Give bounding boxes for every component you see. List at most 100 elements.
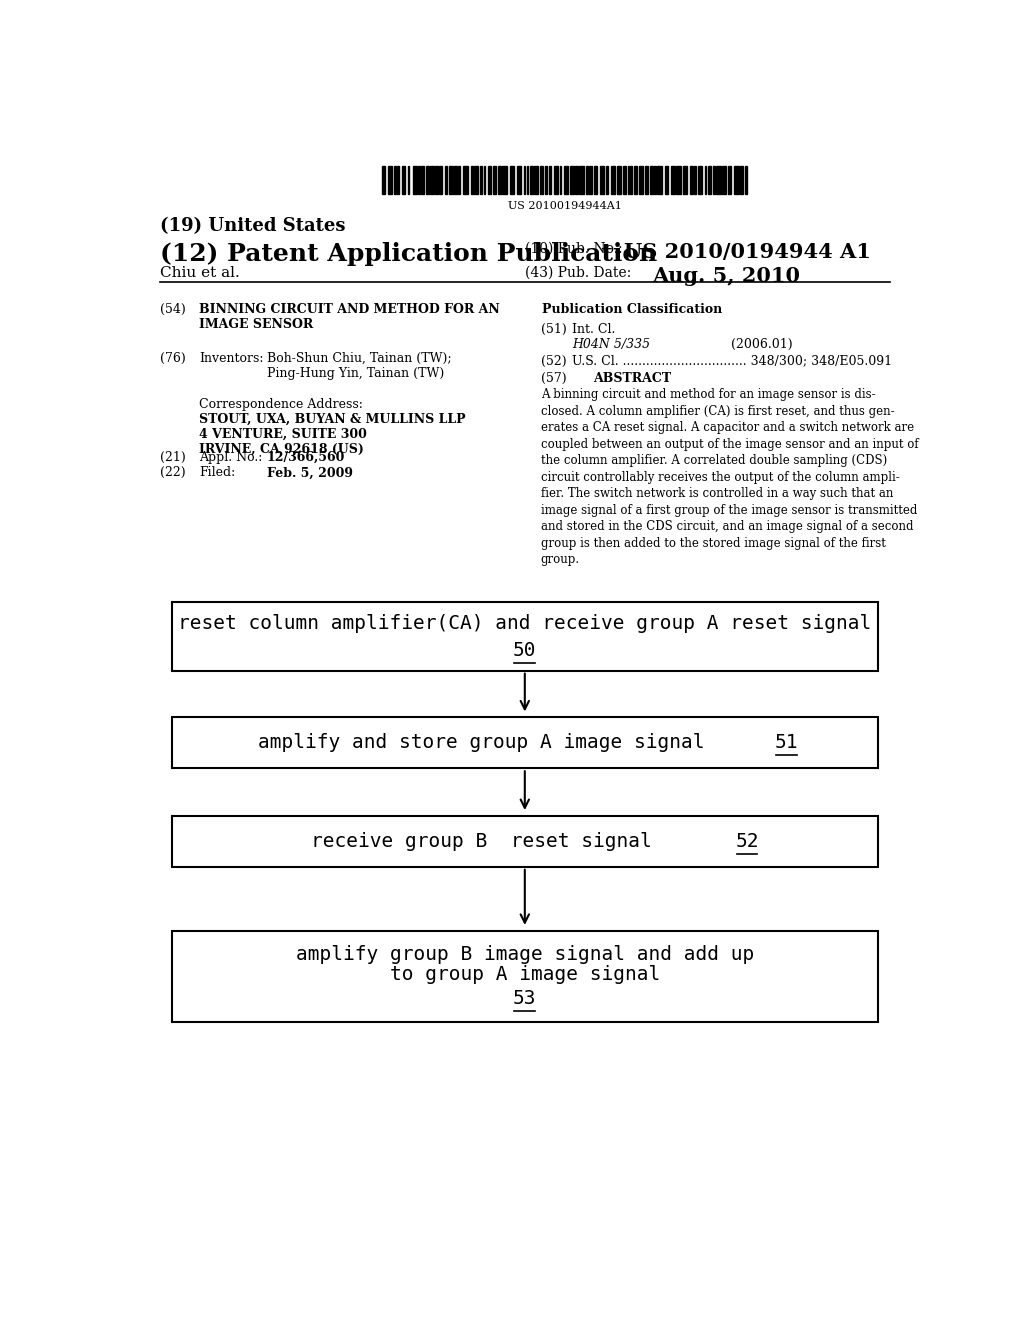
Text: amplify and store group A image signal: amplify and store group A image signal — [258, 734, 728, 752]
Bar — [418, 165, 420, 194]
Bar — [479, 165, 481, 194]
Bar — [564, 165, 568, 194]
Text: US 20100194944A1: US 20100194944A1 — [508, 201, 622, 211]
Text: STOUT, UXA, BUYAN & MULLINS LLP
4 VENTURE, SUITE 300
IRVINE, CA 92618 (US): STOUT, UXA, BUYAN & MULLINS LLP 4 VENTUR… — [200, 412, 466, 455]
Text: US 2010/0194944 A1: US 2010/0194944 A1 — [624, 242, 870, 261]
Text: (51): (51) — [541, 323, 566, 337]
Bar — [586, 165, 589, 194]
Bar — [550, 165, 551, 194]
Bar — [697, 165, 701, 194]
Bar — [540, 165, 543, 194]
Bar — [600, 165, 604, 194]
Bar — [413, 165, 417, 194]
Text: (57): (57) — [541, 372, 566, 385]
Bar — [616, 165, 621, 194]
Bar — [580, 165, 584, 194]
Text: (21): (21) — [160, 451, 185, 465]
Bar — [606, 165, 608, 194]
Text: BINNING CIRCUIT AND METHOD FOR AN
IMAGE SENSOR: BINNING CIRCUIT AND METHOD FOR AN IMAGE … — [200, 302, 500, 331]
Bar — [445, 165, 447, 194]
Bar — [408, 165, 410, 194]
Text: Inventors:: Inventors: — [200, 351, 264, 364]
Bar — [172, 602, 878, 671]
Bar — [594, 165, 597, 194]
Bar — [450, 165, 453, 194]
Bar — [172, 718, 878, 768]
Bar — [172, 816, 878, 867]
Text: 12/366,560: 12/366,560 — [267, 451, 345, 465]
Bar — [454, 165, 457, 194]
Bar — [722, 165, 726, 194]
Text: (52): (52) — [541, 355, 566, 367]
Bar — [483, 165, 485, 194]
Bar — [463, 165, 468, 194]
Bar — [639, 165, 643, 194]
Bar — [394, 165, 396, 194]
Bar — [705, 165, 707, 194]
Bar — [498, 165, 501, 194]
Text: reset column amplifier(CA) and receive group A reset signal: reset column amplifier(CA) and receive g… — [178, 614, 871, 634]
Bar — [471, 165, 473, 194]
Bar — [645, 165, 648, 194]
Bar — [560, 165, 561, 194]
Bar — [744, 165, 748, 194]
Bar — [575, 165, 579, 194]
Bar — [401, 165, 406, 194]
Text: U.S. Cl. ................................ 348/300; 348/E05.091: U.S. Cl. ...............................… — [572, 355, 893, 367]
Text: (19) United States: (19) United States — [160, 218, 345, 235]
Bar — [530, 165, 532, 194]
Bar — [610, 165, 614, 194]
Text: 50: 50 — [513, 640, 537, 660]
Bar — [430, 165, 434, 194]
Text: Aug. 5, 2010: Aug. 5, 2010 — [652, 267, 800, 286]
Text: (43) Pub. Date:: (43) Pub. Date: — [524, 267, 631, 280]
Text: Chiu et al.: Chiu et al. — [160, 267, 240, 280]
Text: Int. Cl.: Int. Cl. — [572, 323, 615, 337]
Bar — [474, 165, 478, 194]
Text: Appl. No.:: Appl. No.: — [200, 451, 263, 465]
Text: Boh-Shun Chiu, Tainan (TW);
Ping-Hung Yin, Tainan (TW): Boh-Shun Chiu, Tainan (TW); Ping-Hung Yi… — [267, 351, 452, 380]
Bar — [494, 165, 496, 194]
Bar — [657, 165, 662, 194]
Bar — [665, 165, 669, 194]
Bar — [535, 165, 539, 194]
Bar — [693, 165, 696, 194]
Bar — [650, 165, 652, 194]
Bar — [734, 165, 738, 194]
Bar — [709, 165, 712, 194]
Text: 52: 52 — [735, 832, 759, 851]
Bar — [510, 165, 514, 194]
Bar — [435, 165, 437, 194]
Text: A binning circuit and method for an image sensor is dis-
closed. A column amplif: A binning circuit and method for an imag… — [541, 388, 919, 566]
Text: amplify group B image signal and add up: amplify group B image signal and add up — [296, 945, 754, 964]
Text: Correspondence Address:: Correspondence Address: — [200, 399, 364, 412]
Text: Filed:: Filed: — [200, 466, 236, 479]
Text: 51: 51 — [775, 734, 799, 752]
Bar — [683, 165, 687, 194]
Bar — [526, 165, 528, 194]
Bar — [690, 165, 692, 194]
Bar — [631, 165, 632, 194]
Bar — [397, 165, 399, 194]
Bar — [488, 165, 490, 194]
Bar — [554, 165, 558, 194]
Bar — [570, 165, 574, 194]
Bar — [590, 165, 592, 194]
Bar — [517, 165, 520, 194]
Bar — [422, 165, 424, 194]
Text: receive group B  reset signal: receive group B reset signal — [311, 832, 675, 851]
Text: Feb. 5, 2009: Feb. 5, 2009 — [267, 466, 353, 479]
Text: (10) Pub. No.:: (10) Pub. No.: — [524, 242, 623, 256]
Bar — [623, 165, 626, 194]
Text: (54): (54) — [160, 302, 185, 315]
Text: ABSTRACT: ABSTRACT — [593, 372, 671, 385]
Bar — [523, 165, 525, 194]
Bar — [459, 165, 460, 194]
Text: (76): (76) — [160, 351, 185, 364]
Text: to group A image signal: to group A image signal — [390, 965, 659, 985]
Bar — [628, 165, 630, 194]
Bar — [653, 165, 656, 194]
Text: (22): (22) — [160, 466, 185, 479]
Text: 53: 53 — [513, 990, 537, 1008]
Bar — [713, 165, 715, 194]
